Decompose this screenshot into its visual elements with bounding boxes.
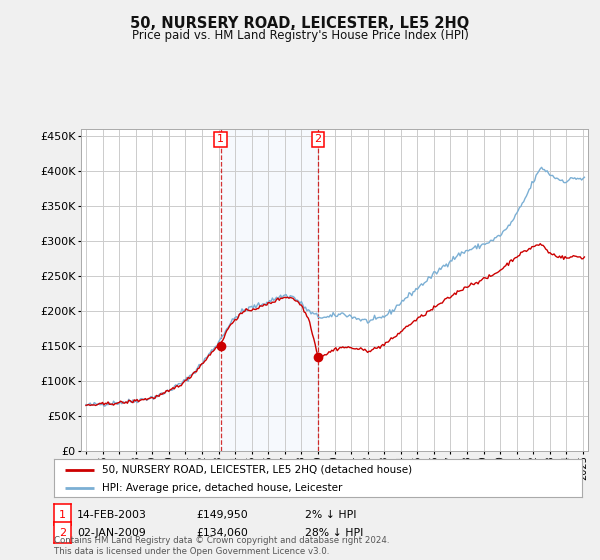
Text: 1: 1	[59, 510, 66, 520]
Text: 50, NURSERY ROAD, LEICESTER, LE5 2HQ: 50, NURSERY ROAD, LEICESTER, LE5 2HQ	[130, 16, 470, 31]
Text: 14-FEB-2003: 14-FEB-2003	[77, 510, 146, 520]
Text: 28% ↓ HPI: 28% ↓ HPI	[305, 528, 363, 538]
Text: 2% ↓ HPI: 2% ↓ HPI	[305, 510, 356, 520]
Text: 02-JAN-2009: 02-JAN-2009	[77, 528, 146, 538]
Bar	[221, 129, 318, 451]
Text: Price paid vs. HM Land Registry's House Price Index (HPI): Price paid vs. HM Land Registry's House …	[131, 29, 469, 42]
Text: £134,060: £134,060	[197, 528, 248, 538]
Text: 2: 2	[314, 134, 322, 144]
Text: 2: 2	[59, 528, 66, 538]
Text: 1: 1	[217, 134, 224, 144]
Text: Contains HM Land Registry data © Crown copyright and database right 2024.
This d: Contains HM Land Registry data © Crown c…	[54, 536, 389, 556]
Text: 50, NURSERY ROAD, LEICESTER, LE5 2HQ (detached house): 50, NURSERY ROAD, LEICESTER, LE5 2HQ (de…	[101, 465, 412, 475]
Text: HPI: Average price, detached house, Leicester: HPI: Average price, detached house, Leic…	[101, 483, 342, 493]
Text: £149,950: £149,950	[197, 510, 248, 520]
